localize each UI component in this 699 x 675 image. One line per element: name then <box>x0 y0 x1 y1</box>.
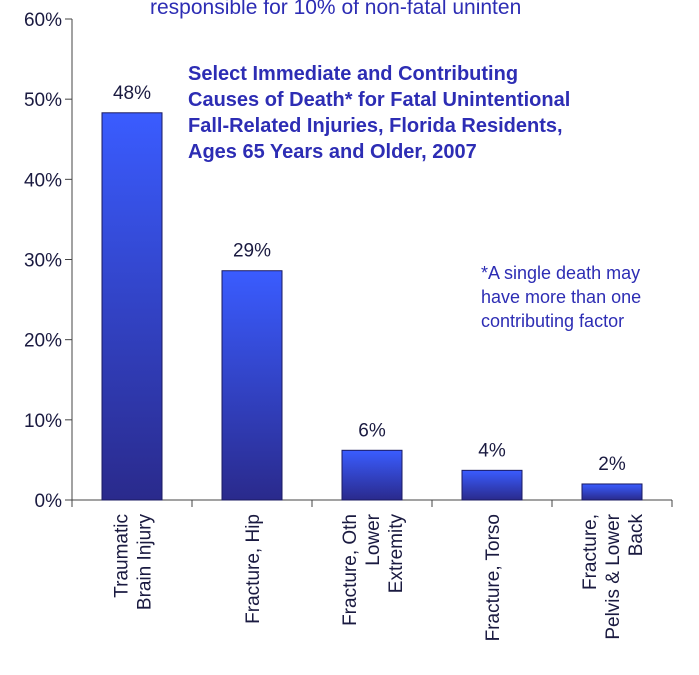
x-tick-label: Traumatic <box>112 514 133 598</box>
chart-title: Causes of Death* for Fatal Unintentional <box>188 89 570 111</box>
x-tick-label-group: Fracture, Oth Lower Extremity <box>340 513 407 626</box>
value-label: 48% <box>113 83 151 104</box>
value-label: 4% <box>478 440 506 461</box>
x-tick-label: Lower <box>363 513 384 565</box>
x-tick-label-group: Fracture, Hip <box>243 514 264 624</box>
y-tick-label: 50% <box>24 90 62 111</box>
footnote: contributing factor <box>481 311 624 331</box>
value-label: 2% <box>598 454 626 475</box>
y-tick-label: 20% <box>24 331 62 352</box>
x-tick-label: Extremity <box>386 514 407 594</box>
x-tick-label: Fracture, Torso <box>483 514 504 641</box>
footnote: have more than one <box>481 287 641 307</box>
chart-title: Ages 65 Years and Older, 2007 <box>188 141 477 163</box>
value-label: 29% <box>233 241 271 262</box>
x-tick-label-group: Fracture, Pelvis & Lower Back <box>580 513 647 639</box>
bar <box>221 270 283 501</box>
value-label: 6% <box>358 420 386 441</box>
x-tick-label: Fracture, Hip <box>243 514 264 624</box>
x-tick-label: Fracture, <box>580 514 601 590</box>
footnote: *A single death may <box>481 263 640 283</box>
x-tick-label-group: Traumatic Brain Injury <box>112 514 156 611</box>
x-tick-label-group: Fracture, Torso <box>483 514 504 641</box>
x-tick-label: Fracture, Oth <box>340 514 361 626</box>
y-tick-label: 40% <box>24 170 62 191</box>
y-tick-label: 10% <box>24 411 62 432</box>
bar <box>101 112 163 501</box>
chart-title: Fall-Related Injuries, Florida Residents… <box>188 115 563 137</box>
bar <box>461 469 523 501</box>
y-tick-label: 0% <box>35 491 63 512</box>
y-tick-label: 30% <box>24 251 62 272</box>
x-tick-label: Pelvis & Lower <box>603 513 624 639</box>
header-text: responsible for 10% of non-fatal uninten <box>150 0 521 19</box>
y-tick-label: 60% <box>24 10 62 31</box>
bar <box>341 449 403 501</box>
x-tick-label: Brain Injury <box>135 514 156 611</box>
chart-title: Select Immediate and Contributing <box>188 63 518 85</box>
x-tick-label: Back <box>626 514 647 557</box>
bar <box>581 483 643 501</box>
